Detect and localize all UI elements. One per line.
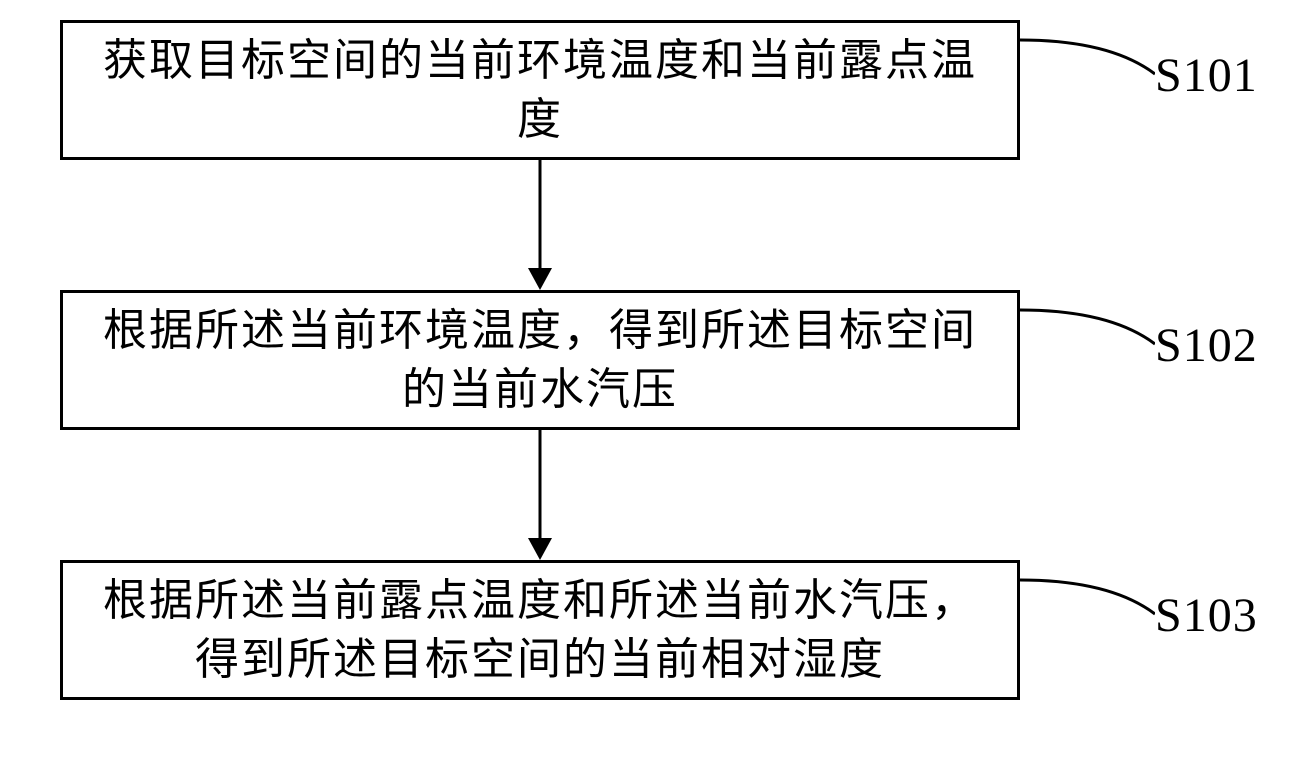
- label-connector-s103: [1020, 570, 1155, 620]
- flowchart-container: 获取目标空间的当前环境温度和当前露点温度 根据所述当前环境温度，得到所述目标空间…: [0, 0, 1315, 784]
- step-text-s101: 获取目标空间的当前环境温度和当前露点温度: [83, 31, 997, 150]
- step-label-s101: S101: [1155, 48, 1258, 103]
- step-box-s102: 根据所述当前环境温度，得到所述目标空间的当前水汽压: [60, 290, 1020, 430]
- arrow-s101-s102: [520, 160, 560, 290]
- arrow-s102-s103: [520, 430, 560, 560]
- step-label-s103: S103: [1155, 588, 1258, 643]
- step-box-s103: 根据所述当前露点温度和所述当前水汽压，得到所述目标空间的当前相对湿度: [60, 560, 1020, 700]
- step-box-s101: 获取目标空间的当前环境温度和当前露点温度: [60, 20, 1020, 160]
- step-text-s102: 根据所述当前环境温度，得到所述目标空间的当前水汽压: [83, 301, 997, 420]
- step-text-s103: 根据所述当前露点温度和所述当前水汽压，得到所述目标空间的当前相对湿度: [83, 571, 997, 690]
- step-label-s102: S102: [1155, 318, 1258, 373]
- label-connector-s102: [1020, 300, 1155, 350]
- label-connector-s101: [1020, 30, 1155, 80]
